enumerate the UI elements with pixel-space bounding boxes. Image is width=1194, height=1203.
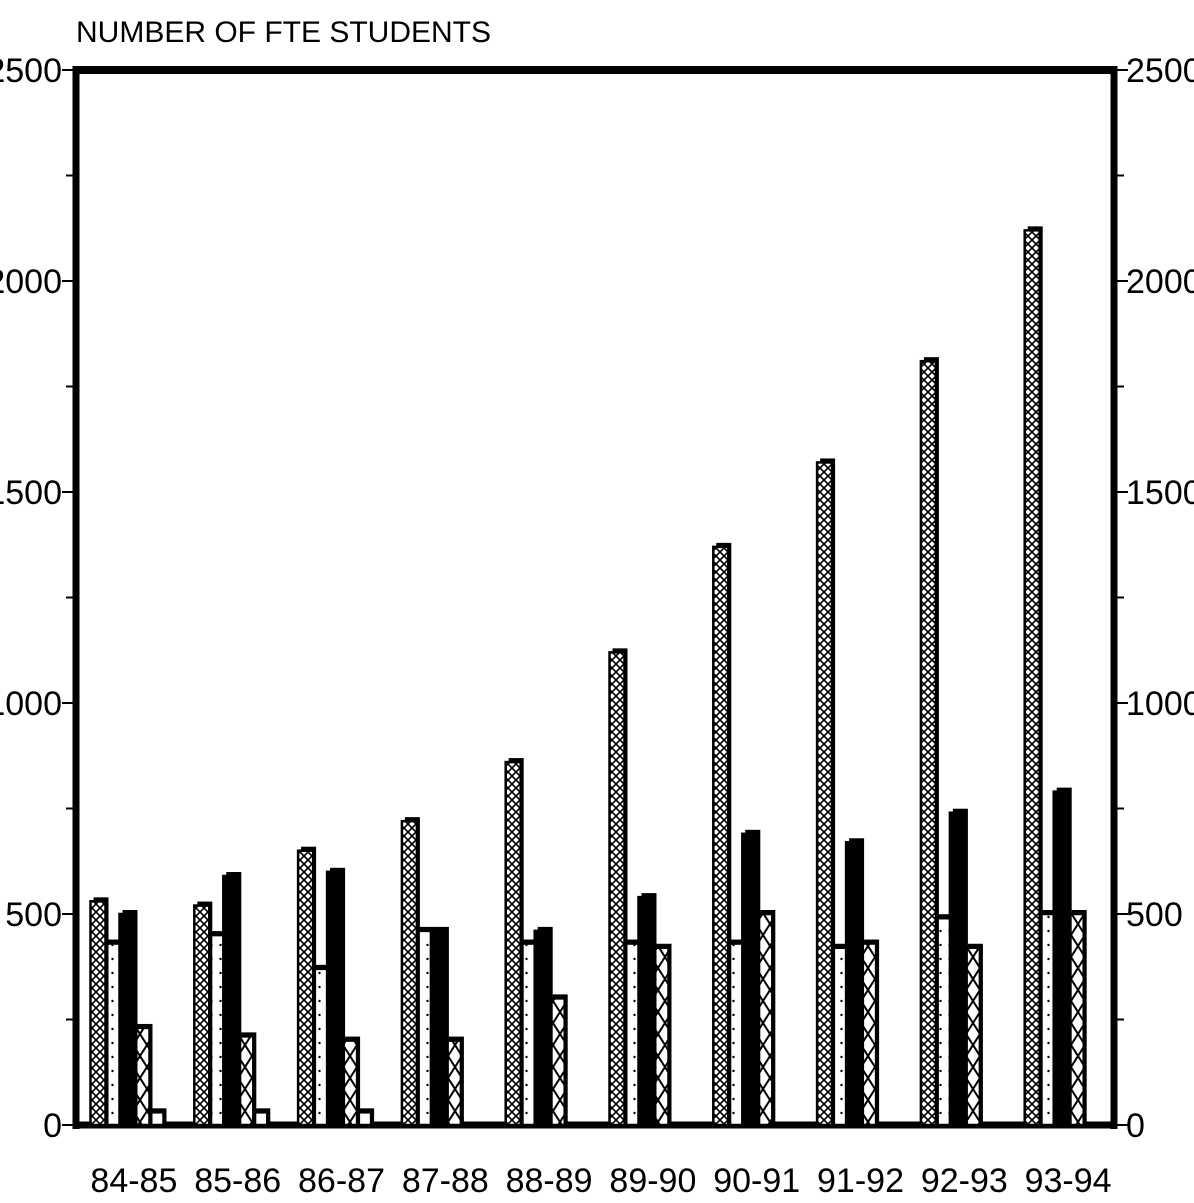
x-tick-label: 86-87 xyxy=(298,1162,385,1200)
x-tick-label: 91-92 xyxy=(817,1162,904,1200)
right-tick-label: 1500 xyxy=(1126,474,1194,512)
x-tick-label: 84-85 xyxy=(90,1162,177,1200)
x-tick-label: 88-89 xyxy=(506,1162,593,1200)
bar xyxy=(919,359,938,1127)
x-tick-label: 89-90 xyxy=(609,1162,696,1200)
bar xyxy=(712,545,730,1127)
left-tick-label: 2000 xyxy=(0,263,62,301)
left-y-axis: 0 500 1000 1500 2000 2500 xyxy=(0,52,76,1145)
bar xyxy=(504,760,522,1127)
bars-group xyxy=(89,226,1087,1127)
bar xyxy=(608,651,626,1127)
x-tick-label: 92-93 xyxy=(921,1162,1008,1200)
left-tick-label: 0 xyxy=(43,1107,62,1145)
bar xyxy=(296,849,315,1127)
bar xyxy=(1023,229,1041,1127)
x-tick-label: 85-86 xyxy=(194,1162,281,1200)
x-axis-labels: 84-85 85-86 86-87 87-88 88-89 89-90 90-91 91-92… xyxy=(90,1162,1111,1200)
x-tick-label: 87-88 xyxy=(402,1162,489,1200)
right-tick-label: 0 xyxy=(1126,1107,1145,1145)
bar xyxy=(815,461,834,1127)
bar xyxy=(193,904,211,1127)
right-tick-label: 2500 xyxy=(1126,52,1194,90)
chart-title: NUMBER OF FTE STUDENTS xyxy=(76,16,491,49)
left-tick-label: 1000 xyxy=(0,685,62,723)
left-tick-label: 500 xyxy=(5,896,62,934)
x-tick-label: 90-91 xyxy=(713,1162,800,1200)
x-tick-label: 93-94 xyxy=(1025,1162,1112,1200)
left-tick-label: 1500 xyxy=(0,474,62,512)
right-tick-label: 2000 xyxy=(1126,263,1194,301)
right-tick-label: 1000 xyxy=(1126,685,1194,723)
bar xyxy=(89,900,107,1127)
bar xyxy=(400,819,419,1127)
right-y-axis: 0 500 1000 1500 2000 2500 xyxy=(1114,52,1194,1145)
left-tick-label: 2500 xyxy=(0,52,62,90)
right-tick-label: 500 xyxy=(1126,896,1183,934)
